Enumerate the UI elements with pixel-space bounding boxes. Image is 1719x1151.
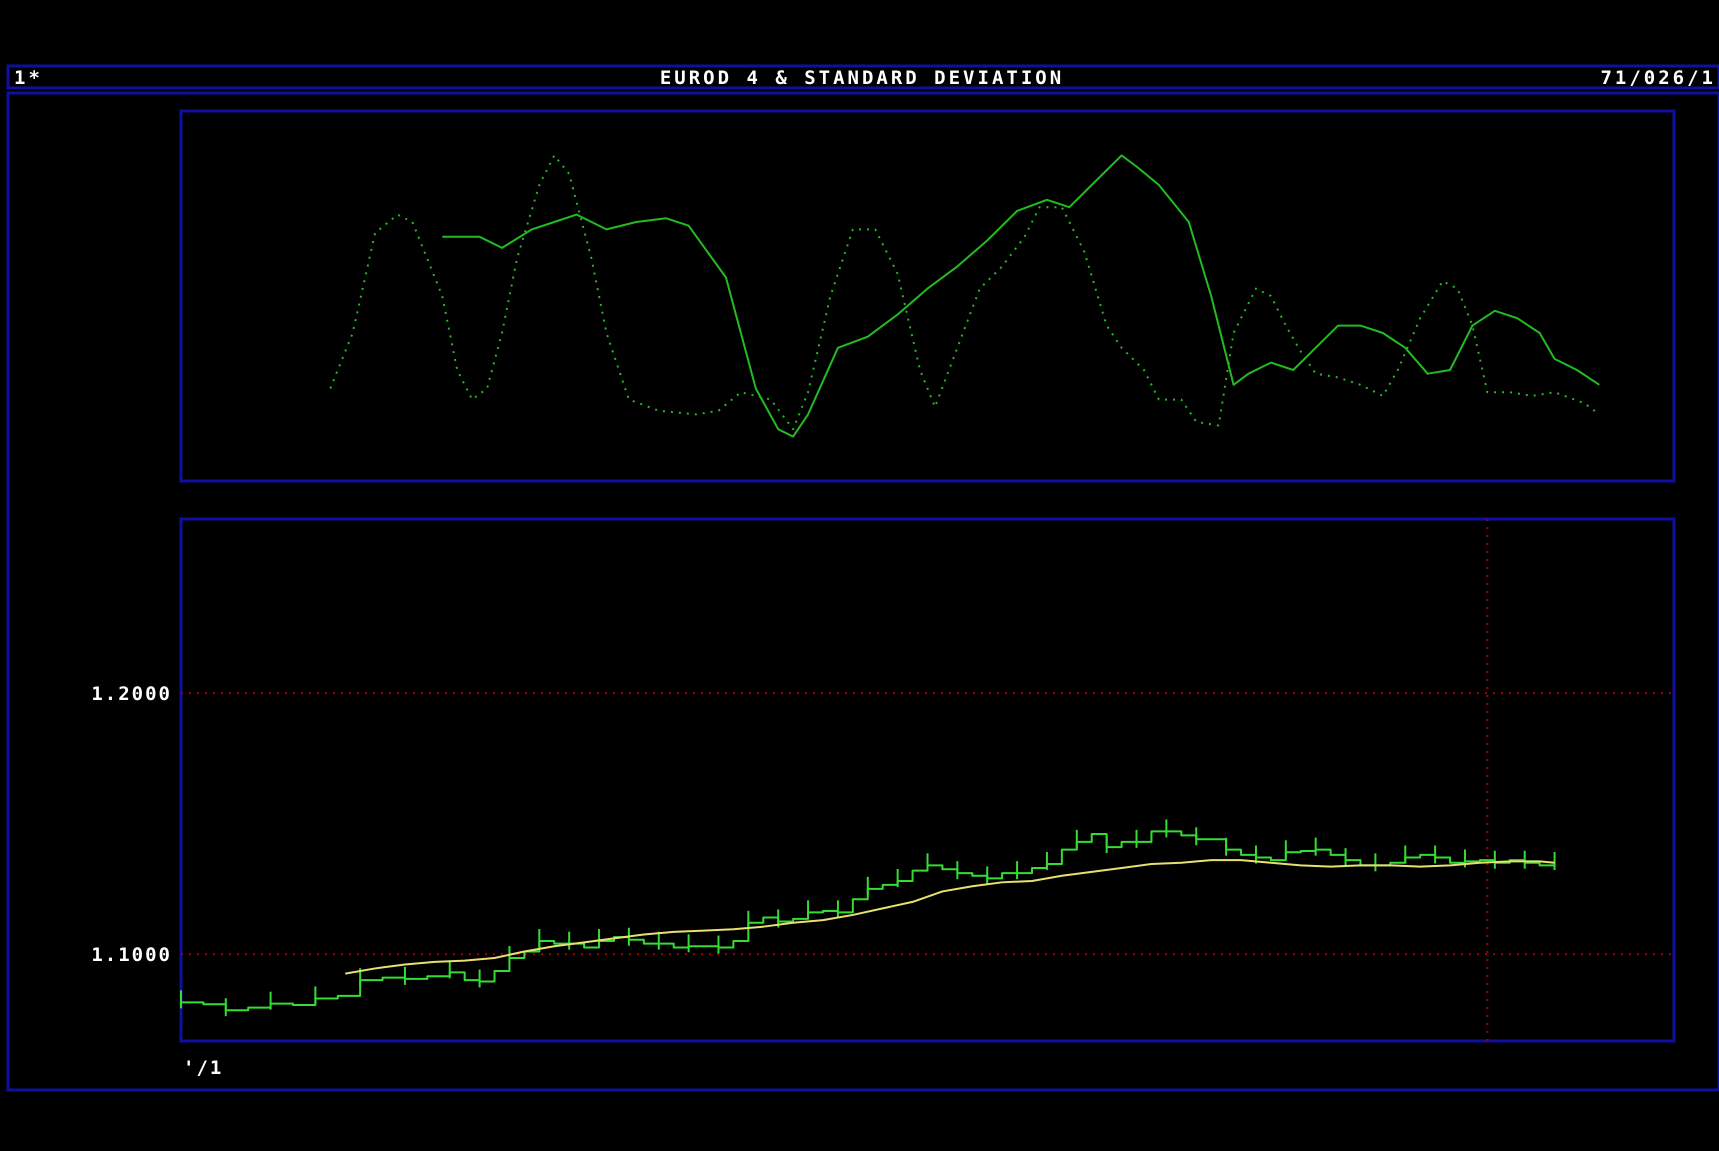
std-deviation-plot [329,154,1600,438]
y-tick-label: 1.1000 [91,944,172,966]
price-gridlines [181,519,1674,1041]
chart-title: EUROD 4 & STANDARD DEVIATION [660,67,1064,89]
x-tick-label: '/1 [183,1057,223,1079]
price-panel [179,517,1676,1043]
std-deviation-panel [179,109,1676,483]
y-tick-labels: 1.2000 1.1000 [91,683,172,966]
outer-frame [6,91,1719,1092]
y-tick-label: 1.2000 [91,683,172,705]
header-bar [6,64,1719,90]
series-line-solid [442,154,1600,438]
price-plot [180,819,1556,1017]
series-line-solid [345,859,1555,975]
header-right-label: 71/026/1 [1600,67,1716,89]
header-left-label: 1* [14,67,43,89]
